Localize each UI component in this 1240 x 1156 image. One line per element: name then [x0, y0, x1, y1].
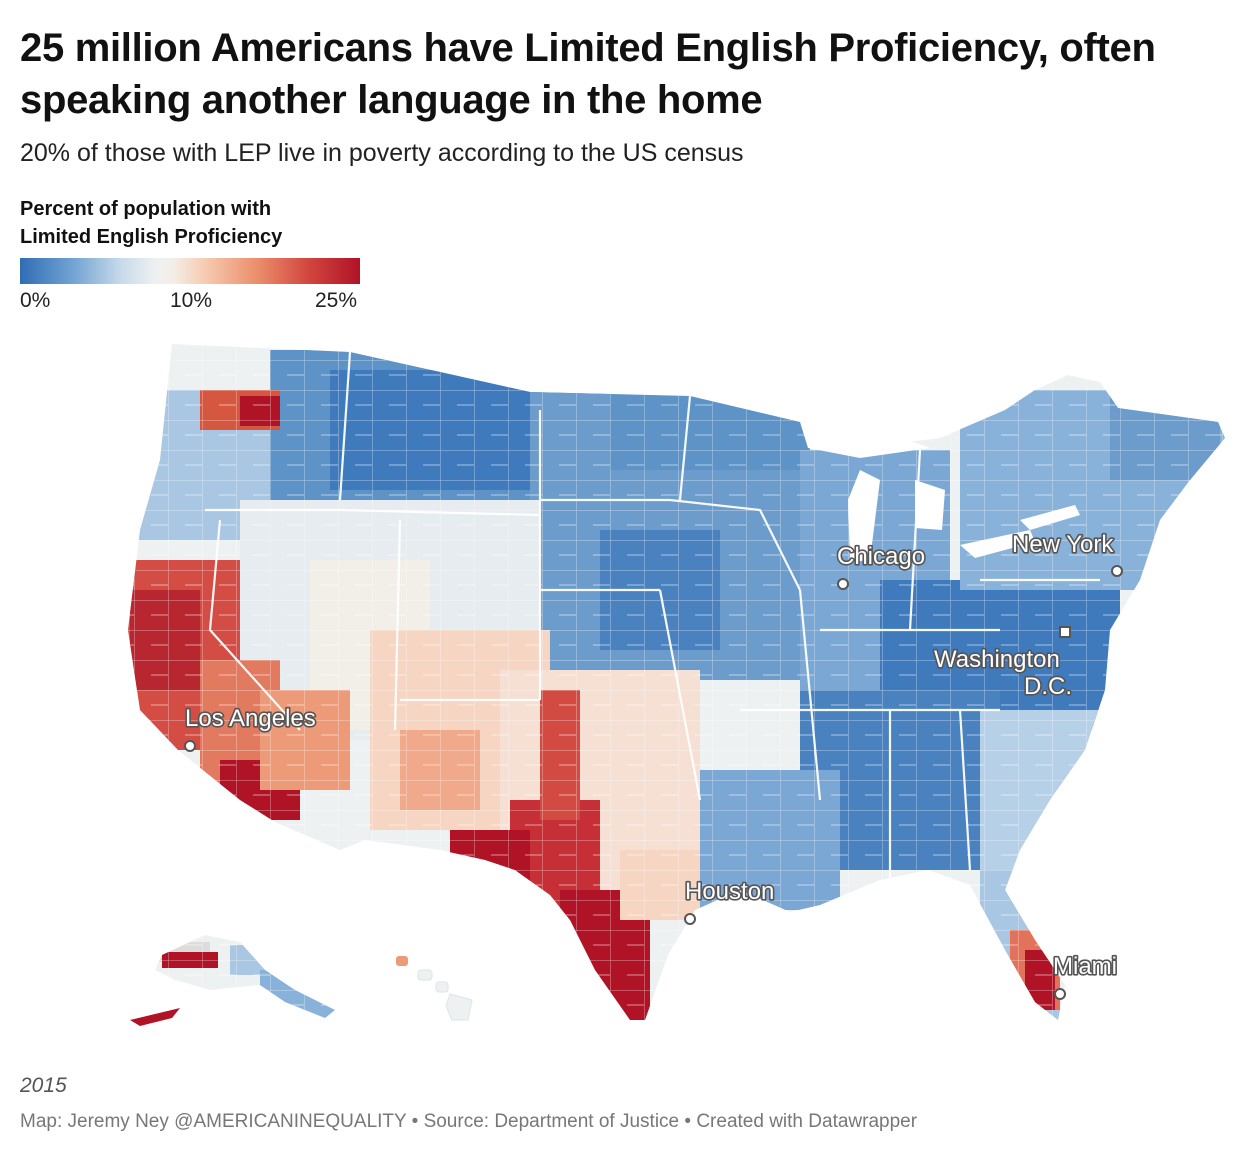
houston-marker[interactable] — [684, 913, 696, 925]
washington-dc-marker[interactable] — [1059, 626, 1071, 638]
chicago-label: Chicago — [837, 543, 925, 570]
legend-max-label: 25% — [315, 289, 358, 312]
hawaii — [396, 956, 473, 1021]
footer-credits: Map: Jeremy Ney @AMERICANINEQUALITY • So… — [20, 1111, 918, 1132]
miami-label: Miami — [1053, 953, 1117, 980]
city-labels: Chicago New York Washington D.C. Los Ang… — [183, 529, 1118, 981]
legend-color-scale — [20, 258, 360, 284]
legend-title: Percent of population with Limited Engli… — [20, 195, 360, 251]
great-lakes — [800, 422, 1080, 562]
washington-label-line1: Washington — [934, 646, 1060, 673]
legend-title-line1: Percent of population with — [20, 198, 272, 220]
los-angeles-marker[interactable] — [184, 740, 196, 752]
los-angeles-label: Los Angeles — [185, 705, 316, 732]
us-county-map[interactable]: Chicago New York Washington D.C. Los Ang… — [100, 330, 1230, 1050]
new-york-label: New York — [1012, 531, 1114, 558]
chart-title: 25 million Americans have Limited Englis… — [20, 26, 1156, 122]
legend-mid-label: 10% — [170, 289, 213, 312]
miami-marker[interactable] — [1054, 988, 1066, 1000]
chart-subtitle: 20% of those with LEP live in poverty ac… — [20, 139, 744, 167]
houston-label: Houston — [685, 878, 774, 905]
state-borders — [205, 351, 1100, 890]
new-york-marker[interactable] — [1111, 565, 1123, 577]
washington-label-line2: D.C. — [1024, 673, 1072, 700]
chicago-marker[interactable] — [837, 578, 849, 590]
footer-year: 2015 — [20, 1074, 67, 1097]
legend-min-label: 0% — [20, 289, 51, 312]
alaska — [130, 935, 335, 1026]
city-markers — [184, 565, 1123, 1000]
legend-title-line2: Limited English Proficiency — [20, 226, 283, 248]
